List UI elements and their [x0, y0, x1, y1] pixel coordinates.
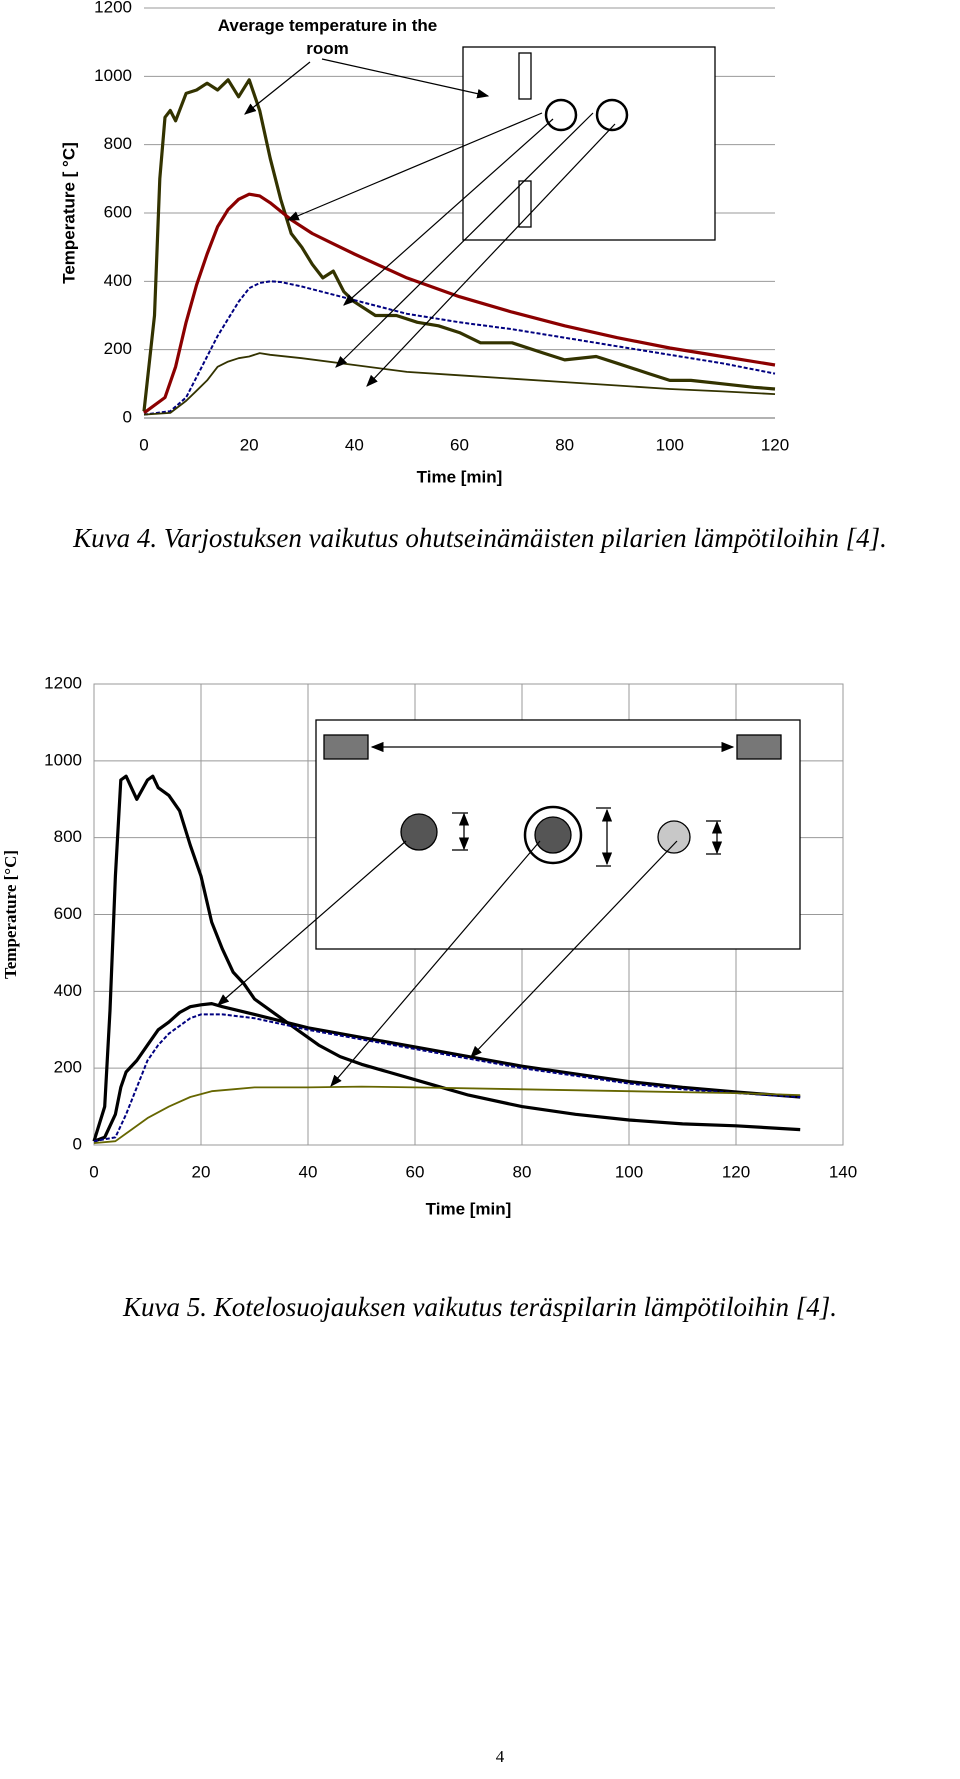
series-line — [93, 1013, 801, 1143]
y-axis-label: Temperature [ °C] — [59, 142, 78, 284]
x-tick-label: 60 — [406, 1162, 425, 1181]
x-tick-label: 40 — [299, 1162, 318, 1181]
x-tick-label: 80 — [513, 1162, 532, 1181]
x-tick-label: 140 — [829, 1162, 857, 1181]
y-tick-label: 1000 — [94, 66, 132, 85]
x-tick-label: 120 — [722, 1162, 750, 1181]
series-line — [142, 78, 776, 412]
x-tick-label: 80 — [555, 435, 574, 454]
x-tick-label: 20 — [192, 1162, 211, 1181]
x-tick-label: 60 — [450, 435, 469, 454]
series-line — [92, 774, 801, 1142]
series-line — [93, 1085, 801, 1144]
x-tick-label: 40 — [345, 435, 364, 454]
figure-caption: Kuva 4. Varjostuksen vaikutus ohutseinäm… — [72, 523, 887, 553]
x-tick-label: 0 — [139, 435, 148, 454]
series-line — [143, 352, 776, 416]
y-axis-label: Temperature [°C] — [1, 850, 20, 979]
y-tick-label: 400 — [54, 981, 82, 1000]
x-tick-label: 100 — [656, 435, 684, 454]
annotation: Average temperature in the room — [217, 16, 438, 58]
inset-schematic — [462, 46, 716, 241]
y-tick-label: 800 — [54, 827, 82, 846]
plot-frame — [93, 683, 844, 1146]
x-tick-label: 20 — [240, 435, 259, 454]
y-tick-label: 200 — [104, 339, 132, 358]
y-tick-label: 400 — [104, 271, 132, 290]
y-tick-label: 1200 — [44, 673, 82, 692]
x-axis-label: Time [min] — [426, 1199, 512, 1218]
x-tick-label: 100 — [615, 1162, 643, 1181]
y-tick-label: 200 — [54, 1058, 82, 1077]
inset-schematic — [315, 719, 801, 950]
y-tick-label: 600 — [54, 904, 82, 923]
x-tick-label: 0 — [89, 1162, 98, 1181]
y-tick-label: 600 — [104, 202, 132, 221]
y-tick-label: 800 — [104, 134, 132, 153]
y-tick-label: 1000 — [44, 750, 82, 769]
page-number: 4 — [496, 1747, 505, 1766]
x-axis-label: Time [min] — [417, 467, 503, 486]
x-tick-label: 120 — [761, 435, 789, 454]
y-tick-label: 1200 — [94, 0, 132, 16]
y-tick-label: 0 — [73, 1134, 82, 1153]
series-line — [143, 280, 776, 416]
series-line — [143, 192, 776, 415]
pointer-arrows — [217, 58, 678, 1087]
y-tick-label: 0 — [123, 407, 132, 426]
figure-caption: Kuva 5. Kotelosuojauksen vaikutus teräsp… — [122, 1292, 837, 1322]
series-line — [93, 1002, 801, 1143]
